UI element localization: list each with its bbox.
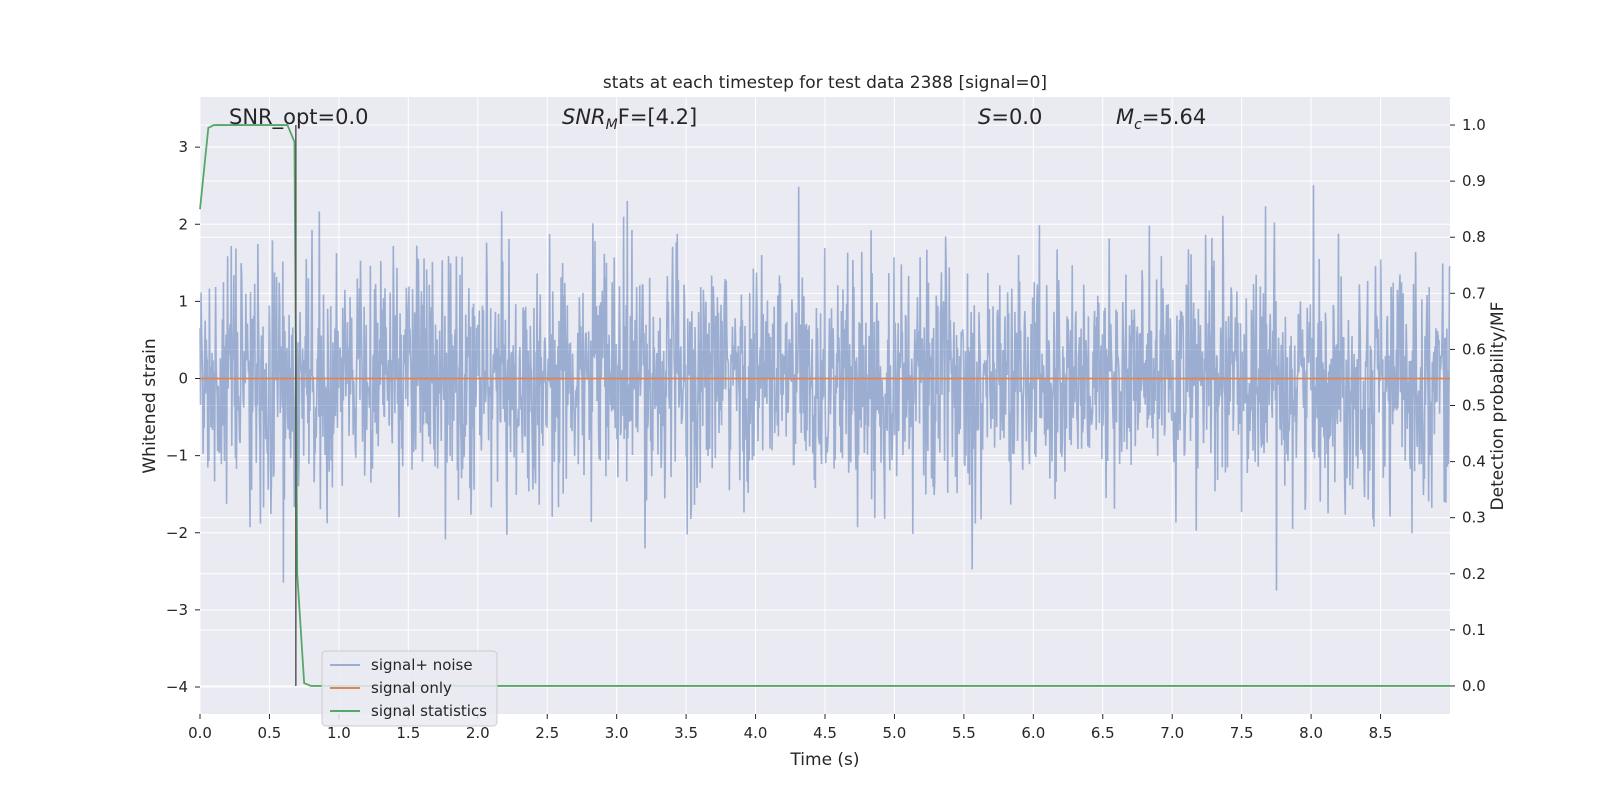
signal-statistics-line (199, 124, 1450, 687)
x-tick-label: 2.0 (466, 724, 490, 742)
annotation-snr-mf-sub: M (606, 117, 618, 133)
y-left-tick-label: 3 (178, 138, 188, 156)
x-tick-label: 0.0 (188, 724, 212, 742)
y-right-tick-label: 0.7 (1462, 284, 1486, 302)
x-tick-label: 6.0 (1021, 724, 1045, 742)
x-tick-label: 7.5 (1230, 724, 1254, 742)
signal-plus-noise-line (199, 185, 1451, 591)
x-axis-label: Time (s) (789, 750, 859, 770)
x-tick-label: 0.5 (258, 724, 282, 742)
y-right-tick-label: 0.0 (1462, 677, 1486, 695)
x-tick-label: 8.0 (1299, 724, 1323, 742)
legend: signal+ noise signal only signal statist… (321, 650, 498, 727)
annotation-snr-opt: SNR_opt=0.0 (229, 105, 369, 130)
annotation-s-prefix: S (978, 105, 991, 129)
y-left-tick-label: 2 (178, 215, 188, 233)
y-left-tick-label: 1 (178, 292, 188, 310)
y-right-axis-ticks: 1.0 0.9 0.8 0.7 0.6 0.5 0.4 0.3 0.2 0.1 0.0 (1450, 116, 1486, 695)
x-tick-label: 5.5 (952, 724, 976, 742)
x-tick-label: 7.0 (1160, 724, 1184, 742)
annotation-snr-mf: SNRMF=[4.2] (562, 105, 697, 133)
legend-label-noise: signal+ noise (371, 656, 473, 674)
x-tick-label: 3.0 (605, 724, 629, 742)
annotation-mc-suffix: =5.64 (1142, 105, 1206, 129)
y-right-tick-label: 0.3 (1462, 509, 1486, 527)
y-left-tick-label: −1 (166, 447, 188, 465)
y-left-tick-label: −3 (166, 601, 188, 619)
series-signal-statistics (199, 124, 1450, 687)
x-tick-label: 8.5 (1369, 724, 1393, 742)
y-right-tick-label: 0.1 (1462, 621, 1486, 639)
x-tick-label: 4.5 (813, 724, 837, 742)
x-tick-label: 3.5 (674, 724, 698, 742)
x-tick-label: 2.5 (535, 724, 559, 742)
x-tick-label: 5.0 (883, 724, 907, 742)
annotation-snr-mf-suffix: F=[4.2] (618, 105, 697, 129)
y-left-axis-ticks: 3 2 1 0 −1 −2 −3 −4 (166, 138, 200, 696)
y-right-tick-label: 0.5 (1462, 397, 1486, 415)
annotation-mc-sub: c (1134, 117, 1142, 133)
y-right-tick-label: 0.6 (1462, 340, 1486, 358)
y-left-tick-label: 0 (178, 370, 188, 388)
y-right-tick-label: 0.2 (1462, 565, 1486, 583)
y-right-tick-label: 0.4 (1462, 453, 1486, 471)
x-tick-label: 1.5 (396, 724, 420, 742)
y-left-tick-label: −4 (166, 678, 188, 696)
y-left-axis-title: Whitened strain (140, 338, 160, 473)
legend-label-signal: signal only (371, 679, 452, 697)
annotation-s: S=0.0 (978, 105, 1042, 129)
legend-box (321, 650, 498, 727)
annotation-mc-prefix: M (1116, 105, 1134, 129)
x-tick-label: 1.0 (327, 724, 351, 742)
legend-label-statistics: signal statistics (371, 702, 487, 720)
annotation-mc: Mc=5.64 (1116, 105, 1206, 133)
x-tick-label: 6.5 (1091, 724, 1115, 742)
y-right-axis-title: Detection probability/MF (1488, 302, 1508, 511)
annotation-snr-mf-prefix: SNR (562, 105, 606, 129)
y-right-tick-label: 0.9 (1462, 172, 1486, 190)
series-signal-plus-noise (199, 185, 1451, 591)
y-left-tick-label: −2 (166, 524, 188, 542)
chart-title: stats at each timestep for test data 238… (603, 73, 1047, 93)
annotation-s-suffix: =0.0 (991, 105, 1042, 129)
x-tick-label: 4.0 (744, 724, 768, 742)
x-axis-ticks: 0.0 0.5 1.0 1.5 2.0 2.5 3.0 3.5 4.0 4.5 5.0 5.5 6.0 6… (188, 714, 1392, 742)
y-right-tick-label: 0.8 (1462, 228, 1486, 246)
y-right-tick-label: 1.0 (1462, 116, 1486, 134)
